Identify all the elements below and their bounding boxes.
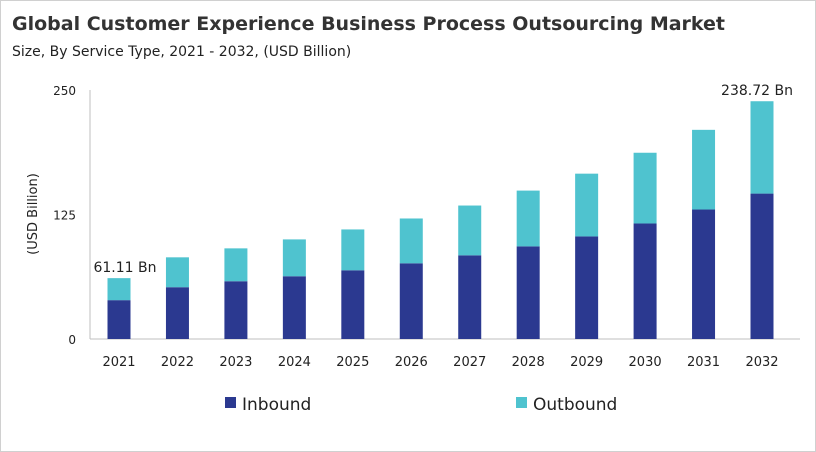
legend-swatch-inbound xyxy=(225,397,236,408)
x-tick-label: 2022 xyxy=(161,355,194,370)
bar-inbound-2028 xyxy=(516,246,540,339)
bar-inbound-2021 xyxy=(107,300,131,339)
legend-label-outbound: Outbound xyxy=(533,395,617,415)
x-tick-label: 2025 xyxy=(336,355,369,370)
chart-title: Global Customer Experience Business Proc… xyxy=(12,13,726,35)
legend-label-inbound: Inbound xyxy=(242,395,311,415)
bar-outbound-2029 xyxy=(575,173,599,237)
data-label-2032: 238.72 Bn xyxy=(721,83,793,99)
bar-inbound-2030 xyxy=(633,223,657,339)
bar-outbound-2026 xyxy=(399,218,423,264)
y-tick-label: 125 xyxy=(53,209,76,223)
x-tick-label: 2029 xyxy=(570,355,603,370)
x-tick-label: 2027 xyxy=(453,355,486,370)
bar-outbound-2025 xyxy=(341,229,365,271)
x-tick-label: 2031 xyxy=(687,355,720,370)
x-tick-label: 2030 xyxy=(629,355,662,370)
legend-swatch-outbound xyxy=(516,397,527,408)
x-tick-label: 2032 xyxy=(745,355,778,370)
bar-inbound-2025 xyxy=(341,270,365,339)
bar-inbound-2024 xyxy=(282,276,306,339)
bar-inbound-2022 xyxy=(165,287,189,339)
bar-outbound-2030 xyxy=(633,152,657,224)
bar-inbound-2027 xyxy=(458,255,482,339)
bar-outbound-2024 xyxy=(282,239,306,277)
bar-outbound-2023 xyxy=(224,248,248,282)
bar-inbound-2031 xyxy=(692,209,716,339)
bar-outbound-2031 xyxy=(692,129,716,210)
x-tick-label: 2028 xyxy=(512,355,545,370)
bar-inbound-2026 xyxy=(399,263,423,339)
y-tick-label: 0 xyxy=(68,333,76,347)
y-tick-label: 250 xyxy=(53,84,76,98)
x-tick-label: 2026 xyxy=(395,355,428,370)
bar-outbound-2022 xyxy=(165,257,189,288)
bar-outbound-2028 xyxy=(516,190,540,247)
bar-inbound-2032 xyxy=(750,193,774,339)
x-tick-label: 2023 xyxy=(219,355,252,370)
bar-outbound-2021 xyxy=(107,278,131,301)
bar-outbound-2027 xyxy=(458,205,482,256)
bar-inbound-2023 xyxy=(224,281,248,339)
y-axis-title: (USD Billion) xyxy=(26,173,41,255)
data-label-2021: 61.11 Bn xyxy=(93,260,156,276)
chart-subtitle: Size, By Service Type, 2021 - 2032, (USD… xyxy=(12,44,352,60)
bar-outbound-2032 xyxy=(750,101,774,194)
x-tick-label: 2021 xyxy=(102,355,135,370)
bar-inbound-2029 xyxy=(575,236,599,339)
x-tick-label: 2024 xyxy=(278,355,311,370)
